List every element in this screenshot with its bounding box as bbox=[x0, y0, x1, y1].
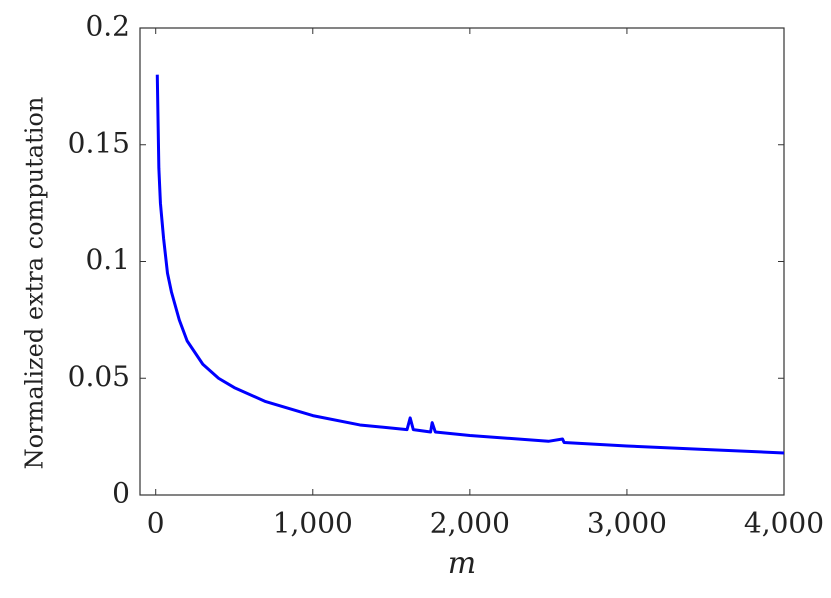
y-tick-label: 0.15 bbox=[68, 126, 130, 159]
x-tick-label: 2,000 bbox=[430, 507, 510, 540]
plot-frame bbox=[139, 27, 785, 496]
y-tick-label: 0.05 bbox=[68, 360, 130, 393]
y-tick-label: 0 bbox=[112, 477, 130, 510]
x-tick-label: 3,000 bbox=[587, 507, 667, 540]
y-tick-label: 0.1 bbox=[85, 243, 130, 276]
y-tick-label: 0.2 bbox=[85, 10, 130, 43]
y-axis-label: Normalized extra computation bbox=[21, 97, 49, 470]
x-axis-label: m bbox=[448, 546, 476, 581]
x-tick-label: 1,000 bbox=[273, 507, 353, 540]
x-tick-label: 4,000 bbox=[744, 507, 824, 540]
x-tick-label: 0 bbox=[147, 507, 165, 540]
data-line bbox=[155, 74, 785, 455]
